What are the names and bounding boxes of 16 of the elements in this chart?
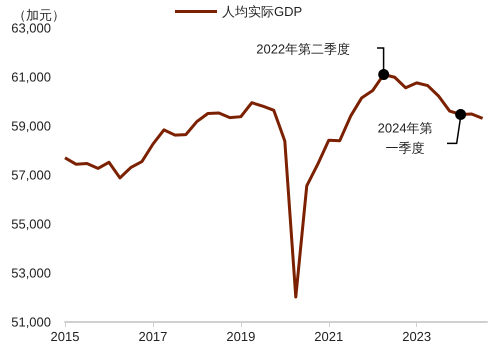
annotation: 2024年第一季度	[378, 120, 433, 156]
y-tick-label: 61,000	[11, 70, 51, 84]
y-axis-title: （加元）	[13, 8, 65, 23]
y-tick-label: 57,000	[11, 168, 51, 182]
x-tick-label: 2019	[226, 329, 256, 344]
y-tick-label: 63,000	[11, 20, 51, 36]
y-tick-label: 51,000	[11, 314, 51, 330]
y-tick-label: 59,000	[11, 118, 51, 134]
x-tick-label: 2017	[138, 329, 168, 344]
x-tick-label: 2015	[50, 329, 80, 344]
y-tick-label: 53,000	[11, 266, 51, 280]
annotation: 2022年第二季度	[256, 42, 350, 57]
y-tick-label: 55,000	[11, 216, 51, 232]
x-tick-label: 2023	[402, 329, 432, 344]
legend-label: 人均实际GDP	[222, 4, 302, 19]
x-tick-label: 2021	[314, 329, 344, 344]
